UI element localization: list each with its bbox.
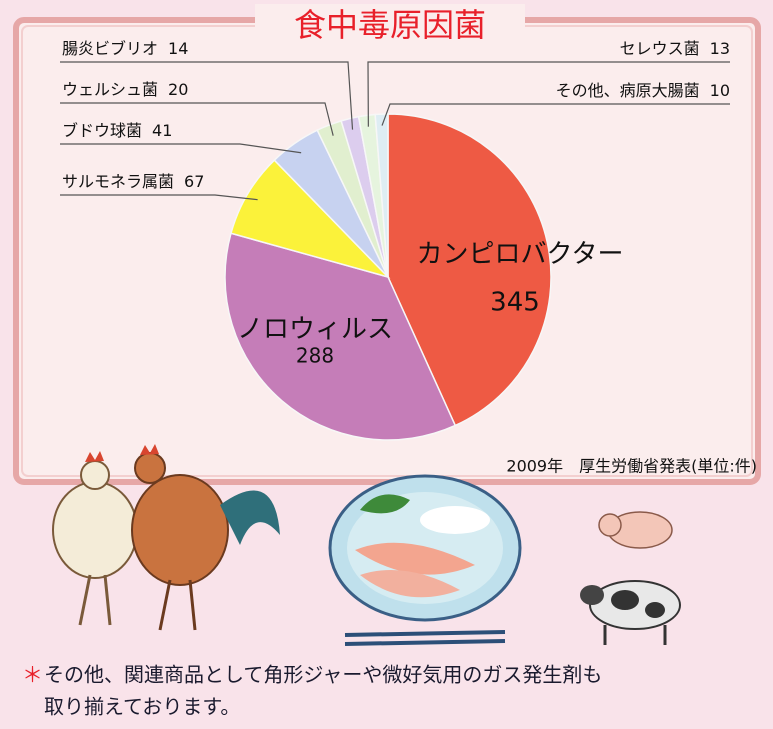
slice-label: セレウス菌 13 [620, 39, 730, 58]
slice-label-name: サルモネラ属菌 [62, 172, 174, 191]
slice-value: 41 [152, 121, 172, 140]
slice-label: 腸炎ビブリオ 14 [62, 39, 188, 58]
notice-line: 取り揃えております。 [44, 695, 240, 719]
slice-label-name: ウェルシュ菌 [62, 80, 158, 99]
slice-value: 14 [168, 39, 188, 58]
slice-label-name: ブドウ球菌 [62, 121, 142, 140]
chart-title: 食中毒原因菌 [294, 6, 486, 44]
slice-label: ノロウィルス [237, 315, 393, 345]
page: 食中毒原因菌 カンピロバクター 345 ノロウィルス288 サルモネラ属菌 67 ブドウ球… [0, 0, 773, 729]
slice-label-name: 腸炎ビブリオ [62, 39, 158, 58]
slice-value: 13 [710, 39, 730, 58]
slice-value: 10 [710, 81, 730, 100]
source-note: 2009年 厚生労働省発表(単位:件) [506, 457, 757, 476]
slice-label-name: その他、病原大腸菌 [556, 81, 700, 100]
notice-line: その他、関連商品として角形ジャーや微好気用のガス発生剤も [44, 663, 602, 687]
slice-label: ブドウ球菌 41 [62, 121, 172, 140]
slice-value: 67 [184, 172, 204, 191]
notice-mark: ＊ [22, 663, 43, 687]
slice-label: ウェルシュ菌 20 [62, 80, 188, 99]
slice-value: 288 [296, 344, 334, 368]
slice-value: 20 [168, 80, 188, 99]
slice-label-name: セレウス菌 [620, 39, 700, 58]
slice-value: 345 [490, 288, 540, 318]
slice-label: カンピロバクター [417, 240, 624, 270]
infographic: 食中毒原因菌 カンピロバクター 345 ノロウィルス288 サルモネラ属菌 67 ブドウ球… [0, 0, 773, 729]
